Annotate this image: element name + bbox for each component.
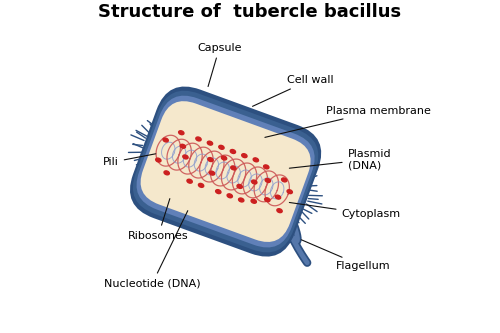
Ellipse shape bbox=[282, 178, 287, 182]
Text: Cytoplasm: Cytoplasm bbox=[290, 202, 401, 219]
Ellipse shape bbox=[178, 131, 184, 135]
Ellipse shape bbox=[230, 150, 235, 154]
Ellipse shape bbox=[208, 141, 212, 145]
Ellipse shape bbox=[252, 180, 257, 184]
Text: Plasma membrane: Plasma membrane bbox=[265, 106, 431, 138]
Ellipse shape bbox=[277, 209, 282, 213]
FancyBboxPatch shape bbox=[133, 91, 318, 252]
Ellipse shape bbox=[164, 171, 170, 175]
Ellipse shape bbox=[265, 178, 270, 182]
Ellipse shape bbox=[251, 199, 256, 203]
Text: Pili: Pili bbox=[103, 154, 156, 167]
Ellipse shape bbox=[187, 179, 192, 183]
Ellipse shape bbox=[242, 154, 247, 158]
Ellipse shape bbox=[222, 156, 226, 160]
Text: Flagellum: Flagellum bbox=[302, 240, 390, 271]
Ellipse shape bbox=[183, 155, 188, 159]
Ellipse shape bbox=[287, 190, 292, 193]
FancyBboxPatch shape bbox=[140, 101, 310, 242]
Ellipse shape bbox=[237, 184, 242, 188]
Text: Ribosomes: Ribosomes bbox=[128, 198, 188, 241]
Ellipse shape bbox=[196, 137, 201, 141]
Ellipse shape bbox=[198, 183, 203, 187]
Ellipse shape bbox=[208, 158, 213, 162]
Ellipse shape bbox=[231, 166, 236, 170]
Ellipse shape bbox=[180, 144, 186, 148]
Ellipse shape bbox=[219, 146, 224, 149]
Ellipse shape bbox=[264, 165, 269, 169]
Ellipse shape bbox=[276, 195, 280, 199]
Ellipse shape bbox=[216, 190, 221, 193]
Text: Plasmid
(DNA): Plasmid (DNA) bbox=[290, 149, 392, 170]
Text: Cell wall: Cell wall bbox=[252, 75, 333, 106]
Ellipse shape bbox=[156, 158, 161, 162]
FancyBboxPatch shape bbox=[130, 87, 321, 257]
Ellipse shape bbox=[253, 158, 258, 162]
Ellipse shape bbox=[210, 171, 214, 175]
Title: Structure of  tubercle bacillus: Structure of tubercle bacillus bbox=[98, 3, 402, 21]
Ellipse shape bbox=[163, 138, 168, 142]
Text: Nucleotide (DNA): Nucleotide (DNA) bbox=[104, 211, 200, 288]
Ellipse shape bbox=[227, 194, 232, 198]
Ellipse shape bbox=[238, 198, 244, 202]
Text: Capsule: Capsule bbox=[197, 43, 242, 87]
FancyBboxPatch shape bbox=[136, 96, 314, 247]
Ellipse shape bbox=[264, 198, 270, 202]
